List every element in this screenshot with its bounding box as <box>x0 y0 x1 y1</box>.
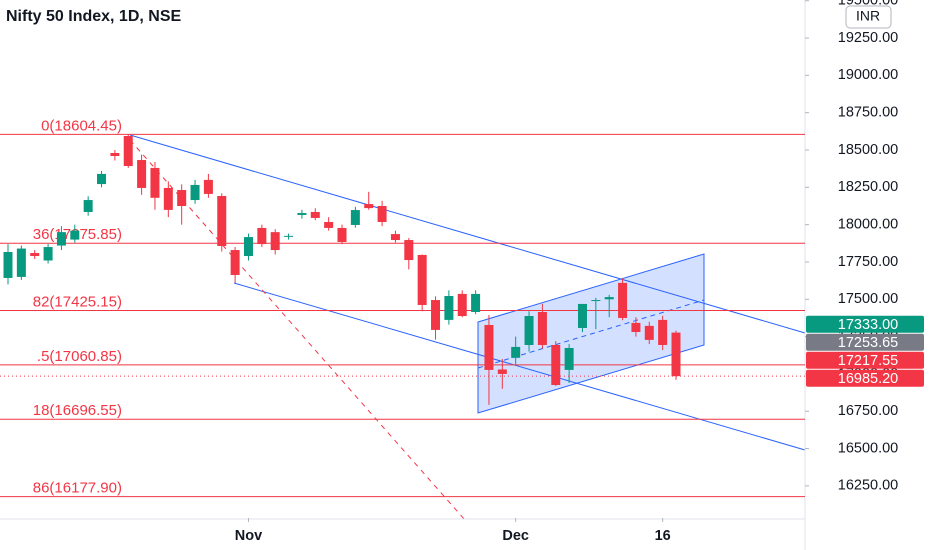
candle-body <box>30 253 40 257</box>
fib-label: 18(16696.55) <box>33 402 122 419</box>
fib-label: 82(17425.15) <box>33 293 122 310</box>
candle-body <box>137 160 147 188</box>
fib-label: .5(17060.85) <box>37 348 122 365</box>
candle-body <box>257 227 267 245</box>
candle-body <box>457 293 467 317</box>
candle-body <box>203 179 213 194</box>
chart-title: Nifty 50 Index, 1D, NSE <box>6 8 181 25</box>
candle-body <box>324 221 334 228</box>
candle-body <box>511 346 521 358</box>
candle-body <box>123 135 133 166</box>
x-tick-label: 16 <box>655 528 671 544</box>
x-tick-label: Dec <box>502 528 529 544</box>
candle-body <box>364 204 374 209</box>
candle-body <box>431 300 441 330</box>
price-label: 17253.65 <box>838 335 898 351</box>
fib-label: 86(16177.90) <box>33 480 122 497</box>
y-tick-label: 19250.00 <box>838 30 898 46</box>
drawings <box>129 134 806 521</box>
candle-body <box>591 300 601 302</box>
candle-body <box>177 190 187 207</box>
y-tick-label: 16250.00 <box>838 478 898 494</box>
currency-label[interactable]: INR <box>856 8 880 24</box>
candle-body <box>230 250 240 275</box>
candle-body <box>658 319 668 345</box>
candle-body <box>618 282 628 318</box>
candle-body <box>43 247 53 261</box>
candle-body <box>110 153 120 156</box>
candle-body <box>284 235 294 237</box>
currency-button[interactable] <box>845 5 892 29</box>
candle-body <box>417 254 427 305</box>
candle-body <box>297 213 307 215</box>
candle-body <box>337 227 347 242</box>
candle-body <box>150 167 160 198</box>
price-label-box <box>806 315 924 333</box>
candle-body <box>471 293 481 312</box>
candle-body <box>564 347 574 370</box>
y-tick-label: 17500.00 <box>838 291 898 307</box>
candle-body <box>551 344 561 385</box>
candle-body <box>577 303 587 328</box>
candle-body <box>56 232 66 246</box>
fib-label: 0(18604.45) <box>41 117 122 134</box>
candle-body <box>484 324 494 370</box>
y-tick-label: 19000.00 <box>838 67 898 83</box>
candle-body <box>16 248 26 277</box>
candle-body <box>404 240 414 261</box>
price-label-box <box>806 351 924 369</box>
y-tick-label: 19500.00 <box>838 0 898 9</box>
candle-body <box>631 322 641 332</box>
candle-body <box>243 237 253 257</box>
price-label: 16985.20 <box>838 371 898 387</box>
price-label: 17333.00 <box>838 317 898 333</box>
trend-line <box>129 134 806 334</box>
candle-body <box>377 206 387 222</box>
price-label: 17217.55 <box>838 353 898 369</box>
candle-body <box>497 369 507 374</box>
y-tick-label: 18500.00 <box>838 142 898 158</box>
candle-body <box>3 251 13 278</box>
candle-body <box>350 210 360 225</box>
candle-body <box>190 184 200 201</box>
candle-body <box>537 311 547 345</box>
candle-body <box>390 234 400 241</box>
y-tick-label: 17750.00 <box>838 254 898 270</box>
price-label-box <box>806 369 924 387</box>
y-tick-label: 16750.00 <box>838 403 898 419</box>
candle-body <box>83 200 93 212</box>
y-tick-label: 16500.00 <box>838 440 898 456</box>
candle-body <box>217 196 227 247</box>
y-tick-label: 18250.00 <box>838 179 898 195</box>
candle-body <box>310 211 320 218</box>
x-tick-label: Nov <box>235 528 262 544</box>
candle-body <box>524 316 534 345</box>
y-tick-label: 18750.00 <box>838 105 898 121</box>
candle-body <box>444 296 454 320</box>
candle-body <box>70 230 80 240</box>
y-tick-label: 18000.00 <box>838 216 898 232</box>
candle-body <box>671 332 681 377</box>
candle-body <box>644 325 654 340</box>
candle-body <box>270 232 280 251</box>
price-label-box <box>806 333 924 351</box>
candle-body <box>604 297 614 300</box>
candle-body <box>97 173 107 185</box>
candle-body <box>163 187 173 210</box>
